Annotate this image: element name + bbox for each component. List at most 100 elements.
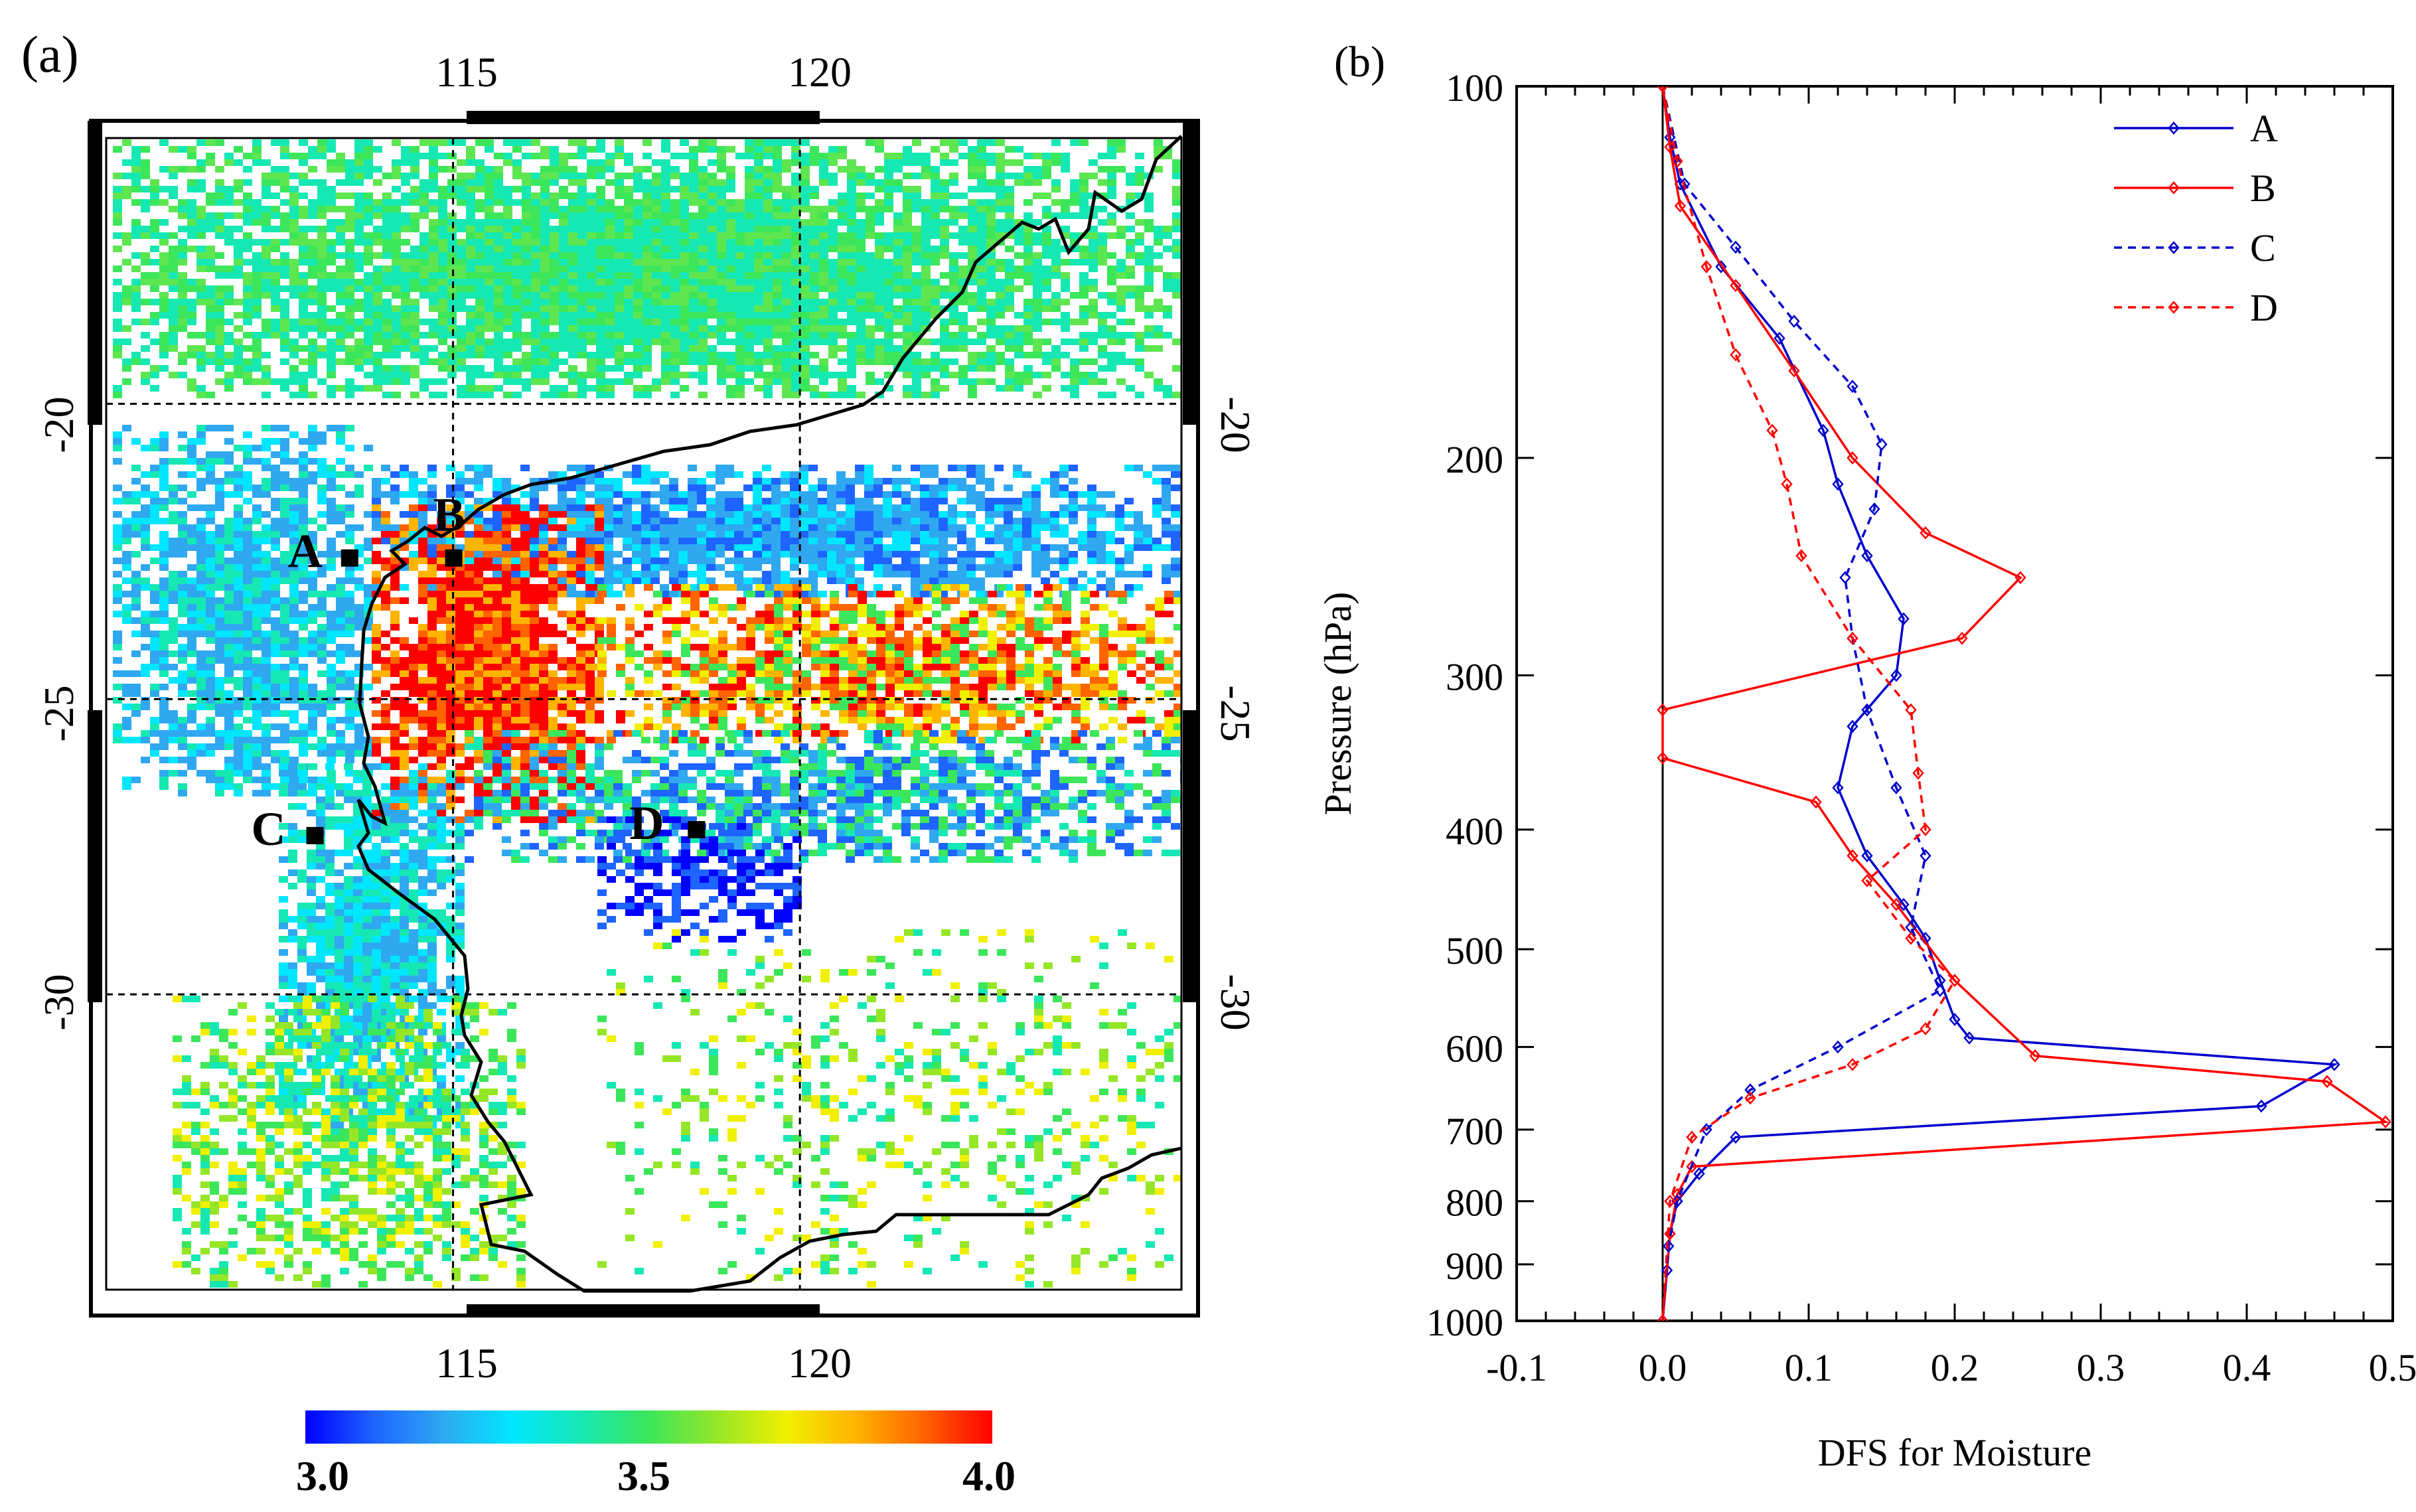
site-marker-C <box>306 826 324 844</box>
y-tick-1000: 1000 <box>1426 1301 1503 1344</box>
series-point-A <box>1817 423 1829 437</box>
series-point-D <box>1781 477 1793 491</box>
series-point-B <box>1657 703 1669 717</box>
series-point-C <box>1730 240 1742 254</box>
legend-marker-D <box>2168 301 2180 314</box>
series-point-B <box>1847 849 1858 863</box>
series-point-C <box>1920 849 1931 863</box>
series-point-B <box>2379 1115 2391 1129</box>
series-B <box>1657 86 2391 1321</box>
series-point-A <box>1715 260 1727 273</box>
map-lon-ticks-bottom: 115 120 <box>435 1339 852 1387</box>
series-point-C <box>1934 984 1946 998</box>
x-axis-label: DFS for Moisture <box>1818 1431 2091 1474</box>
series-point-B <box>1810 795 1822 809</box>
series-point-B <box>1674 199 1687 213</box>
series-point-D <box>1847 1057 1858 1071</box>
series-point-B <box>1664 1227 1676 1241</box>
plot-tick-labels: -0.1 0.0 0.1 0.2 0.3 0.4 0.5 100 200 300 400 500 600… <box>1426 66 2416 1389</box>
legend-marker-B <box>2168 181 2180 194</box>
series-point-D <box>1905 931 1917 945</box>
series-point-A <box>1730 1130 1742 1144</box>
series-point-A <box>2328 1057 2340 1071</box>
series-point-B <box>1730 279 1742 293</box>
x-tick-0.1: 0.1 <box>1785 1346 1833 1389</box>
map-panel: 115 120 115 120 -20 -25 -30 -20 -25 -30 … <box>35 48 1259 1387</box>
map-gridlines <box>106 138 1181 1290</box>
map-lat-ticks-left: -20 -25 -30 <box>35 396 82 1030</box>
series-point-C <box>1832 1040 1844 1054</box>
lon-tick-bottom-120: 120 <box>788 1339 852 1387</box>
series-point-B <box>2029 1049 2041 1063</box>
lon-tick-top-115: 115 <box>435 48 498 96</box>
profile-plot: -0.1 0.0 0.1 0.2 0.3 0.4 0.5 100 200 300 400 500 600… <box>1316 66 2416 1474</box>
series-point-D <box>1861 873 1873 887</box>
y-tick-700: 700 <box>1446 1110 1503 1153</box>
series-point-C <box>1868 502 1880 516</box>
series-point-A <box>1890 668 1902 682</box>
series-point-B <box>2321 1075 2333 1089</box>
series-point-B <box>1890 897 1902 911</box>
series-point-C <box>1788 315 1800 328</box>
legend-label-D: D <box>2250 286 2278 329</box>
series-point-D <box>1671 154 1683 168</box>
x-tick-0.5: 0.5 <box>2369 1346 2416 1389</box>
panel-a-label: (a) <box>21 25 79 83</box>
x-tick-0.4: 0.4 <box>2223 1346 2271 1389</box>
series-point-C <box>1890 781 1902 794</box>
series-point-A <box>2255 1099 2267 1113</box>
colorbar: 3.0 3.5 4.0 <box>296 1410 1016 1499</box>
y-tick-200: 200 <box>1446 438 1503 481</box>
series-point-B <box>1686 1160 1698 1173</box>
legend-marker-C <box>2168 241 2180 254</box>
series-point-B <box>1788 364 1800 378</box>
retrieval-cluster-6 <box>597 816 802 943</box>
series-point-A <box>1847 719 1858 733</box>
coastline <box>356 135 1183 1293</box>
y-tick-500: 500 <box>1446 929 1503 972</box>
map-lon-ticks-top: 115 120 <box>435 48 852 96</box>
x-tick-0.2: 0.2 <box>1931 1346 1979 1389</box>
x-tick--0.1: -0.1 <box>1486 1346 1547 1389</box>
legend-label-B: B <box>2250 167 2276 210</box>
series-point-D <box>1657 86 1669 93</box>
series-point-A <box>1774 331 1785 345</box>
lat-tick-left-20: -20 <box>35 396 82 453</box>
series-point-A <box>1898 897 1910 911</box>
series-line-D <box>1661 86 1957 1321</box>
series-point-D <box>1730 348 1742 362</box>
legend-label-C: C <box>2250 226 2276 269</box>
series-point-B <box>1920 526 1931 540</box>
map-axis-bars <box>88 111 1197 1318</box>
legend-entry-B: B <box>2114 167 2276 210</box>
series-point-D <box>1920 822 1931 836</box>
series-point-D <box>1847 631 1858 645</box>
site-marker-D <box>688 821 706 838</box>
series-point-C <box>1663 1239 1675 1253</box>
series-point-B <box>1956 631 1968 645</box>
series-line-A <box>1661 86 2338 1321</box>
legend-entry-C: C <box>2114 226 2276 269</box>
plot-frame <box>1515 85 2394 1322</box>
x-tick-0.0: 0.0 <box>1639 1346 1687 1389</box>
series-point-C <box>1861 703 1873 717</box>
series-point-A <box>1832 477 1844 491</box>
series-point-D <box>1664 1194 1676 1208</box>
series-point-D <box>1700 260 1712 273</box>
y-axis-label: Pressure (hPa) <box>1316 592 1359 816</box>
site-label-A: A <box>288 525 323 578</box>
y-tick-100: 100 <box>1446 66 1503 110</box>
series-point-D <box>1686 1130 1698 1144</box>
legend-entry-A: A <box>2114 107 2278 150</box>
series-point-D <box>1744 1091 1756 1105</box>
site-label-D: D <box>629 796 664 850</box>
panel-b-label: (b) <box>1334 38 1385 86</box>
series-point-A <box>1949 1013 1961 1026</box>
site-marker-A <box>340 549 358 567</box>
series-line-B <box>1661 86 2389 1321</box>
colorbar-tick-4.0: 4.0 <box>962 1452 1016 1499</box>
series-point-A <box>1832 781 1844 794</box>
lat-tick-left-30: -30 <box>35 974 82 1030</box>
